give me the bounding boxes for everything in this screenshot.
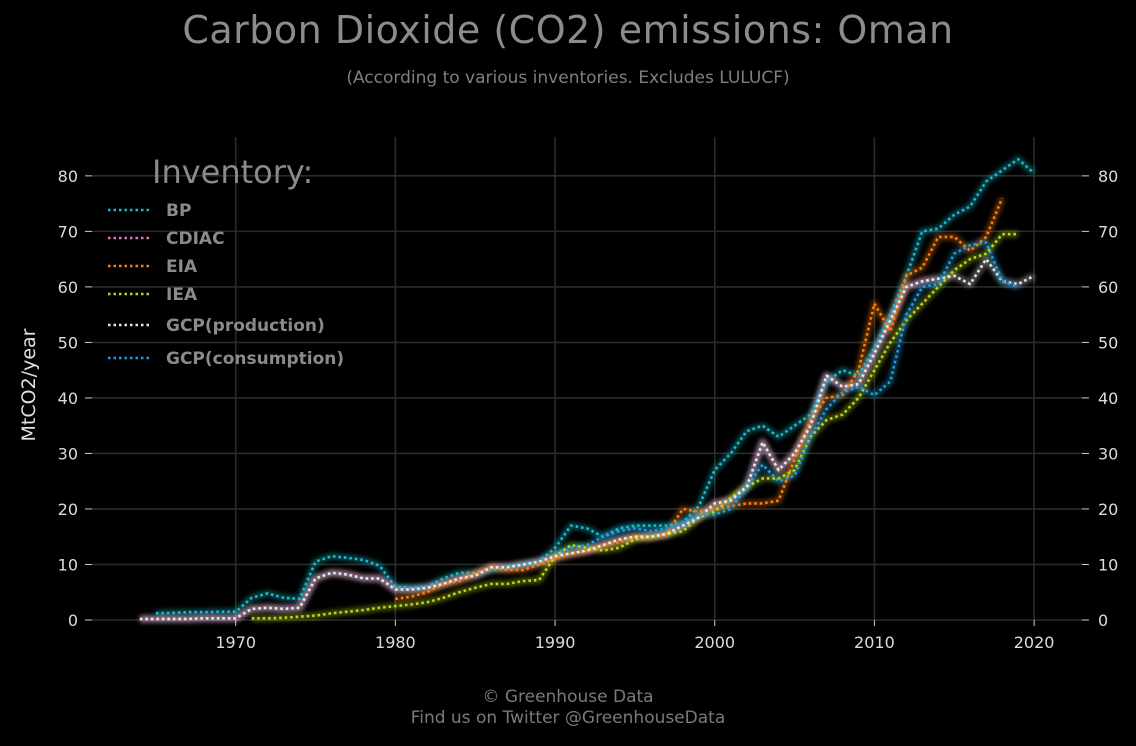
legend-label-gcp-consumption: GCP(consumption) [166, 349, 344, 369]
y-tick-label-right-5: 50 [1098, 333, 1118, 352]
series-glow-layer [139, 155, 1037, 623]
series-layer [139, 157, 1035, 621]
y-tick-label-right-3: 30 [1098, 444, 1118, 463]
y-tick-label-right-1: 10 [1098, 555, 1118, 574]
footer-twitter: Find us on Twitter @GreenhouseData [410, 708, 726, 728]
y-tick-label-left-5: 50 [58, 333, 78, 352]
legend: Inventory: BP CDIAC EIA IEA GCP(production) G… [108, 153, 344, 369]
x-tick-label-1: 1980 [375, 633, 416, 652]
legend-label-eia: EIA [166, 257, 198, 277]
y-tick-label-left-0: 0 [68, 611, 78, 630]
y-axis-label: MtCO2/year [18, 328, 40, 441]
y-tick-label-left-6: 60 [58, 278, 78, 297]
y-tick-label-right-2: 20 [1098, 500, 1118, 519]
x-tick-label-2: 1990 [535, 633, 576, 652]
y-tick-label-left-4: 40 [58, 389, 78, 408]
series-line-gcp-production [139, 257, 1035, 621]
x-tick-label-4: 2010 [854, 633, 895, 652]
y-tick-label-left-1: 10 [58, 555, 78, 574]
legend-label-iea: IEA [166, 285, 198, 305]
series-line-bp [155, 157, 1035, 615]
x-tick-label-5: 2020 [1014, 633, 1055, 652]
x-tick-label-3: 2000 [694, 633, 735, 652]
legend-label-gcp-production: GCP(production) [166, 316, 325, 336]
y-tick-label-left-8: 80 [58, 167, 78, 186]
y-tick-label-left-7: 70 [58, 222, 78, 241]
grid-lines [92, 137, 1082, 621]
legend-label-bp: BP [166, 201, 191, 221]
y-tick-label-right-8: 80 [1098, 167, 1118, 186]
y-tick-label-left-2: 20 [58, 500, 78, 519]
series-line-iea [251, 232, 1019, 620]
y-tick-label-right-6: 60 [1098, 278, 1118, 297]
chart-subtitle: (According to various inventories. Exclu… [346, 68, 790, 88]
chart-title: Carbon Dioxide (CO2) emissions: Oman [182, 8, 954, 52]
legend-label-cdiac: CDIAC [166, 229, 225, 249]
y-tick-label-left-3: 30 [58, 444, 78, 463]
footer-copyright: © Greenhouse Data [482, 687, 654, 707]
y-tick-label-right-4: 40 [1098, 389, 1118, 408]
x-tick-label-0: 1970 [215, 633, 256, 652]
y-tick-label-right-7: 70 [1098, 222, 1118, 241]
legend-title: Inventory: [152, 153, 313, 191]
y-tick-label-right-0: 0 [1098, 611, 1108, 630]
series-line-gcp-consumption [554, 241, 1019, 555]
